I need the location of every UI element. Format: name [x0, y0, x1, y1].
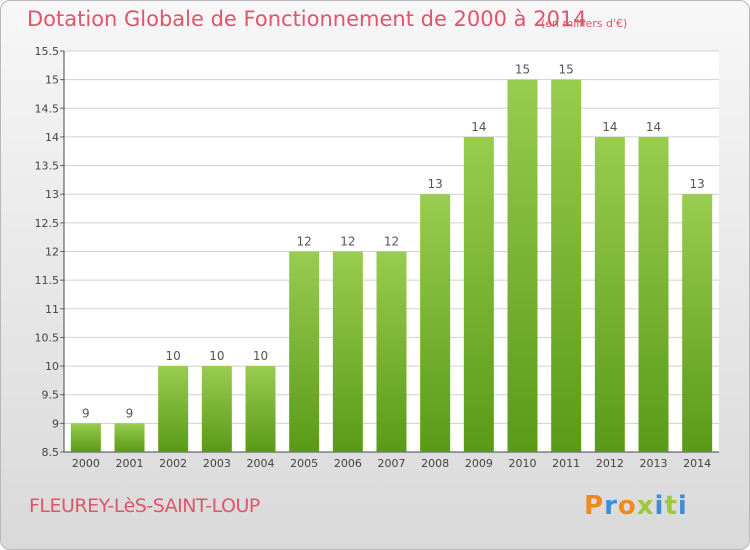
- x-tick-label: 2003: [203, 457, 231, 470]
- bar-value-label: 15: [515, 63, 530, 77]
- bar-2005: [289, 251, 320, 452]
- x-tick-label: 2006: [334, 457, 362, 470]
- bar-2014: [682, 194, 713, 452]
- logo-letter: o: [617, 491, 637, 521]
- bar-2001: [114, 423, 145, 452]
- x-tick-label: 2010: [509, 457, 537, 470]
- bar-2004: [245, 366, 276, 452]
- bar-2013: [638, 136, 669, 452]
- bar-value-label: 10: [209, 349, 224, 363]
- bar-value-label: 14: [471, 120, 486, 134]
- y-tick-label: 10: [45, 360, 59, 373]
- x-tick-label: 2014: [683, 457, 711, 470]
- y-tick-label: 13.5: [35, 160, 60, 173]
- y-tick-label: 11: [45, 303, 59, 316]
- bar-value-label: 15: [559, 63, 574, 77]
- y-tick-label: 12.5: [35, 217, 60, 230]
- y-tick-label: 8.5: [42, 446, 60, 459]
- y-tick-label: 12: [45, 246, 59, 259]
- bar-2006: [332, 251, 363, 452]
- y-tick-label: 14: [45, 131, 59, 144]
- chart-title: Dotation Globale de Fonctionnement de 20…: [27, 7, 587, 31]
- x-tick-label: 2000: [72, 457, 100, 470]
- y-tick-label: 9.5: [42, 389, 60, 402]
- x-tick-label: 2009: [465, 457, 493, 470]
- x-tick-label: 2004: [247, 457, 275, 470]
- x-tick-label: 2001: [116, 457, 144, 470]
- y-tick-label: 9: [52, 417, 59, 430]
- bar-value-label: 12: [384, 235, 399, 249]
- x-tick-label: 2002: [159, 457, 187, 470]
- bar-value-label: 10: [253, 349, 268, 363]
- logo-letter: t: [664, 491, 678, 521]
- commune-name: FLEUREY-LèS-SAINT-LOUP: [29, 495, 260, 517]
- logo-letter: P: [584, 491, 605, 521]
- bar-2009: [463, 136, 494, 452]
- y-tick-label: 14.5: [35, 102, 60, 115]
- bar-2007: [376, 251, 407, 452]
- y-tick-label: 10.5: [35, 331, 60, 344]
- y-tick-label: 15.5: [35, 45, 60, 58]
- y-tick-label: 15: [45, 74, 59, 87]
- proxiti-logo: Proxiti: [584, 491, 688, 521]
- logo-letter: i: [654, 491, 665, 521]
- bar-2011: [551, 79, 582, 453]
- bar-2003: [201, 366, 232, 452]
- logo-letter: r: [604, 491, 618, 521]
- x-tick-label: 2013: [640, 457, 668, 470]
- bar-value-label: 9: [82, 406, 90, 420]
- x-tick-label: 2011: [552, 457, 580, 470]
- logo-letter: i: [677, 491, 688, 521]
- bar-2008: [420, 194, 451, 452]
- y-tick-label: 13: [45, 188, 59, 201]
- x-tick-label: 2008: [421, 457, 449, 470]
- bar-2002: [158, 366, 189, 452]
- x-tick-label: 2012: [596, 457, 624, 470]
- bar-2012: [594, 136, 625, 452]
- chart-unit: (en milliers d'€): [541, 17, 628, 30]
- bar-value-label: 12: [297, 235, 312, 249]
- x-tick-label: 2005: [290, 457, 318, 470]
- y-tick-label: 11.5: [35, 274, 60, 287]
- bar-value-label: 13: [690, 177, 705, 191]
- bar-value-label: 13: [428, 177, 443, 191]
- logo-letter: x: [636, 491, 655, 521]
- bar-value-label: 14: [646, 120, 661, 134]
- bar-2010: [507, 79, 538, 453]
- x-tick-label: 2007: [378, 457, 406, 470]
- bar-value-label: 14: [602, 120, 617, 134]
- bar-value-label: 10: [166, 349, 181, 363]
- bar-value-label: 12: [340, 235, 355, 249]
- bar-2000: [70, 423, 101, 452]
- bar-value-label: 9: [126, 406, 134, 420]
